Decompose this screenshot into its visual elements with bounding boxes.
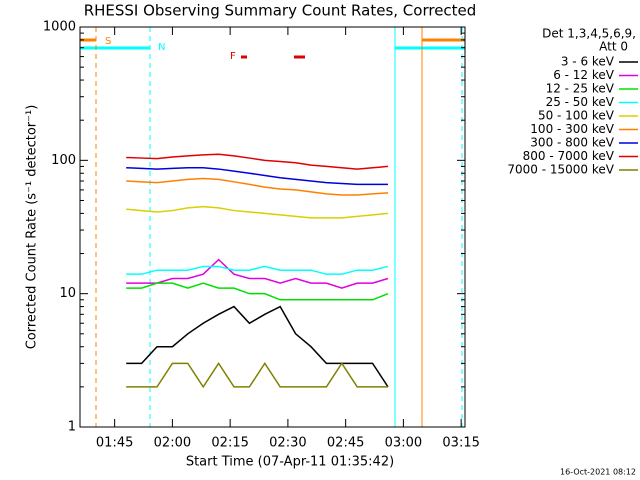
legend-label: 800 - 7000 keV — [523, 149, 615, 163]
series-line — [126, 205, 389, 219]
x-tick-label: 01:45 — [96, 436, 133, 451]
plot-frame — [79, 26, 466, 428]
legend-label: 7000 - 15000 keV — [507, 163, 614, 177]
x-tick-label: 03:00 — [385, 436, 422, 451]
x-tick-label: 03:15 — [442, 436, 479, 451]
y-axis-label: Corrected Count Rate (s⁻¹ detector⁻¹) — [25, 105, 40, 350]
y-tick-label: 100 — [51, 153, 76, 168]
legend-label: 12 - 25 keV — [546, 82, 615, 96]
legend-label: 300 - 800 keV — [530, 136, 614, 150]
series-line — [126, 305, 389, 388]
footer: 16-Oct-2021 08:12 — [560, 468, 636, 477]
y-tick-label: 10 — [59, 286, 76, 301]
flag-label: S — [105, 36, 111, 47]
x-tick-label: 02:45 — [327, 436, 364, 451]
x-tick-label: 02:30 — [269, 436, 306, 451]
legend-label: 3 - 6 keV — [561, 55, 615, 69]
legend-label: 25 - 50 keV — [546, 95, 615, 109]
series-line — [126, 153, 389, 170]
y-tick-label: 1000 — [43, 20, 76, 35]
flag-label: N — [158, 42, 165, 53]
flag-label: F — [230, 51, 236, 62]
series-line — [126, 362, 388, 389]
y-tick-label: 1 — [68, 420, 76, 435]
series-line — [126, 166, 388, 186]
chart-title: RHESSI Observing Summary Count Rates, Co… — [84, 2, 477, 20]
series-line — [126, 282, 389, 301]
series-line — [126, 265, 389, 275]
series-line — [126, 258, 389, 289]
x-tick-label: 02:00 — [154, 436, 191, 451]
legend-label: 100 - 300 keV — [530, 122, 614, 136]
legend-label: 6 - 12 keV — [553, 68, 615, 82]
legend-label: 50 - 100 keV — [538, 109, 615, 123]
legend-title: Det 1,3,4,5,6,9, — [542, 27, 636, 41]
x-axis-label: Start Time (07-Apr-11 01:35:42) — [186, 455, 394, 470]
x-tick-label: 02:15 — [211, 436, 248, 451]
series-line — [126, 177, 389, 196]
legend-title: Att 0 — [599, 40, 628, 54]
